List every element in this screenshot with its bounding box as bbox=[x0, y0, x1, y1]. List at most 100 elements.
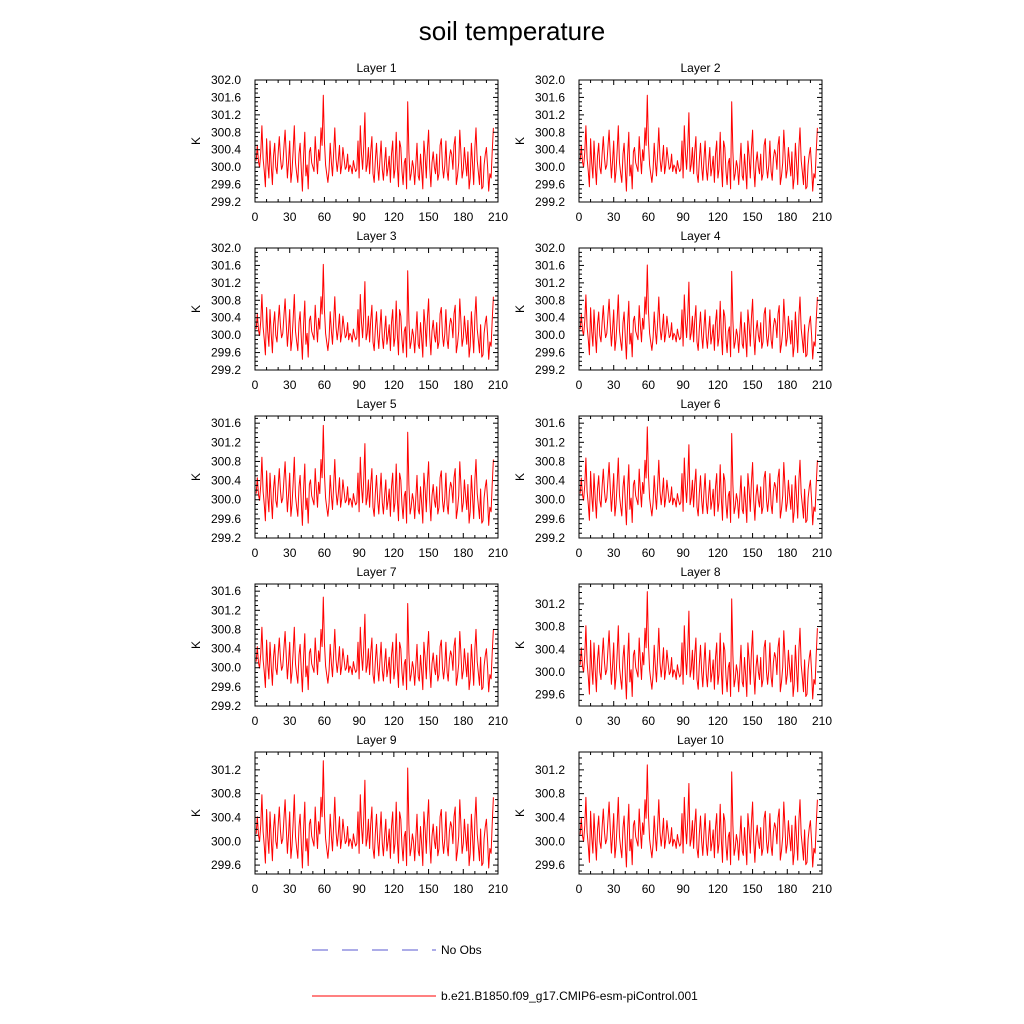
series-line-model bbox=[255, 263, 494, 360]
y-tick-label: 299.2 bbox=[211, 699, 241, 713]
y-tick-label: 300.8 bbox=[535, 125, 565, 139]
panel-layer-8: Layer 8 K 0 30 60 90 120 150 180 210 299.6 300.0 300… bbox=[513, 565, 832, 728]
series-line-model bbox=[255, 94, 494, 192]
y-tick-label: 300.0 bbox=[211, 328, 241, 342]
y-tick-label: 300.0 bbox=[535, 493, 565, 507]
y-tick-label: 300.8 bbox=[535, 787, 565, 801]
x-tick-label: 120 bbox=[708, 882, 728, 896]
panel-title: Layer 9 bbox=[356, 733, 396, 747]
x-tick-label: 210 bbox=[488, 714, 508, 728]
y-tick-label: 301.2 bbox=[535, 597, 565, 611]
x-tick-label: 180 bbox=[777, 546, 797, 560]
panel-title: Layer 8 bbox=[680, 565, 720, 579]
x-tick-label: 120 bbox=[384, 882, 404, 896]
plot-frame bbox=[254, 247, 499, 371]
x-tick-label: 0 bbox=[576, 210, 583, 224]
y-tick-label: 300.4 bbox=[211, 474, 241, 488]
y-tick-label: 300.4 bbox=[211, 143, 241, 157]
plot-frame bbox=[254, 415, 499, 539]
x-tick-label: 30 bbox=[283, 546, 297, 560]
plot-frame bbox=[578, 79, 823, 203]
x-tick-label: 90 bbox=[676, 378, 690, 392]
x-tick-label: 90 bbox=[676, 210, 690, 224]
y-tick-label: 299.6 bbox=[211, 680, 241, 694]
y-tick-label: 300.0 bbox=[535, 665, 565, 679]
x-tick-label: 0 bbox=[252, 378, 259, 392]
y-tick-label: 299.2 bbox=[535, 531, 565, 545]
x-tick-label: 150 bbox=[743, 210, 763, 224]
y-axis-label: K bbox=[189, 305, 203, 313]
x-tick-label: 180 bbox=[777, 210, 797, 224]
x-tick-label: 150 bbox=[419, 714, 439, 728]
series-line-model bbox=[255, 760, 494, 869]
x-tick-label: 90 bbox=[352, 210, 366, 224]
panel-layer-6: Layer 6 K 0 30 60 90 120 150 180 210 299.2 299.6 300… bbox=[513, 397, 832, 560]
x-tick-label: 60 bbox=[642, 546, 656, 560]
panel-title: Layer 7 bbox=[356, 565, 396, 579]
x-tick-label: 210 bbox=[488, 882, 508, 896]
x-tick-label: 180 bbox=[453, 210, 473, 224]
series-line-model bbox=[255, 596, 494, 693]
x-tick-label: 150 bbox=[419, 378, 439, 392]
y-tick-label: 300.8 bbox=[535, 293, 565, 307]
x-tick-label: 60 bbox=[318, 882, 332, 896]
y-axis-label: K bbox=[189, 641, 203, 649]
panel-title: Layer 10 bbox=[677, 733, 724, 747]
y-tick-label: 301.2 bbox=[211, 276, 241, 290]
figure-title: soil temperature bbox=[419, 16, 605, 46]
x-tick-label: 210 bbox=[488, 210, 508, 224]
x-tick-label: 210 bbox=[812, 210, 832, 224]
x-tick-label: 90 bbox=[676, 714, 690, 728]
y-tick-label: 299.6 bbox=[211, 512, 241, 526]
y-axis-label: K bbox=[189, 137, 203, 145]
legend-no-obs-label: No Obs bbox=[441, 943, 482, 957]
x-tick-label: 150 bbox=[419, 210, 439, 224]
panel-layer-9: Layer 9 K 0 30 60 90 120 150 180 210 299.6 300.0 300… bbox=[189, 733, 508, 896]
x-tick-label: 60 bbox=[642, 378, 656, 392]
x-tick-label: 120 bbox=[384, 378, 404, 392]
x-tick-label: 210 bbox=[812, 882, 832, 896]
series-line-model bbox=[579, 264, 818, 360]
x-tick-label: 210 bbox=[488, 378, 508, 392]
y-tick-label: 301.2 bbox=[535, 763, 565, 777]
y-tick-label: 302.0 bbox=[535, 73, 565, 87]
x-tick-label: 120 bbox=[708, 546, 728, 560]
x-tick-label: 30 bbox=[607, 714, 621, 728]
y-tick-label: 302.0 bbox=[535, 241, 565, 255]
y-tick-label: 300.4 bbox=[535, 474, 565, 488]
panel-layer-4: Layer 4 K 0 30 60 90 120 150 180 210 299.2 299.6 300… bbox=[513, 229, 832, 392]
y-tick-label: 299.6 bbox=[211, 346, 241, 360]
panel-title: Layer 2 bbox=[680, 61, 720, 75]
x-tick-label: 30 bbox=[283, 378, 297, 392]
panel-layer-2: Layer 2 K 0 30 60 90 120 150 180 210 299.2 299.6 300… bbox=[513, 61, 832, 224]
x-tick-label: 210 bbox=[488, 546, 508, 560]
x-tick-label: 150 bbox=[419, 546, 439, 560]
x-tick-label: 90 bbox=[676, 882, 690, 896]
x-tick-label: 120 bbox=[384, 546, 404, 560]
x-tick-label: 150 bbox=[743, 546, 763, 560]
y-tick-label: 299.6 bbox=[211, 178, 241, 192]
y-tick-label: 299.2 bbox=[211, 363, 241, 377]
plot-frame bbox=[578, 247, 823, 371]
y-axis-label: K bbox=[513, 305, 527, 313]
y-tick-label: 300.4 bbox=[535, 143, 565, 157]
x-tick-label: 180 bbox=[777, 882, 797, 896]
x-tick-label: 60 bbox=[318, 546, 332, 560]
x-tick-label: 60 bbox=[642, 882, 656, 896]
x-tick-label: 150 bbox=[743, 714, 763, 728]
panel-title: Layer 6 bbox=[680, 397, 720, 411]
panel-layer-1: Layer 1 K 0 30 60 90 120 150 180 210 299.2 299.6 300… bbox=[189, 61, 508, 224]
plot-frame bbox=[578, 751, 823, 875]
y-tick-label: 301.2 bbox=[211, 435, 241, 449]
y-tick-label: 300.4 bbox=[535, 311, 565, 325]
y-tick-label: 301.2 bbox=[211, 763, 241, 777]
y-tick-label: 300.0 bbox=[535, 834, 565, 848]
y-tick-label: 300.4 bbox=[211, 311, 241, 325]
y-tick-label: 300.4 bbox=[211, 642, 241, 656]
y-tick-label: 302.0 bbox=[211, 73, 241, 87]
plot-frame bbox=[254, 79, 499, 203]
y-tick-label: 301.2 bbox=[535, 276, 565, 290]
x-tick-label: 120 bbox=[708, 714, 728, 728]
y-tick-label: 300.8 bbox=[211, 293, 241, 307]
